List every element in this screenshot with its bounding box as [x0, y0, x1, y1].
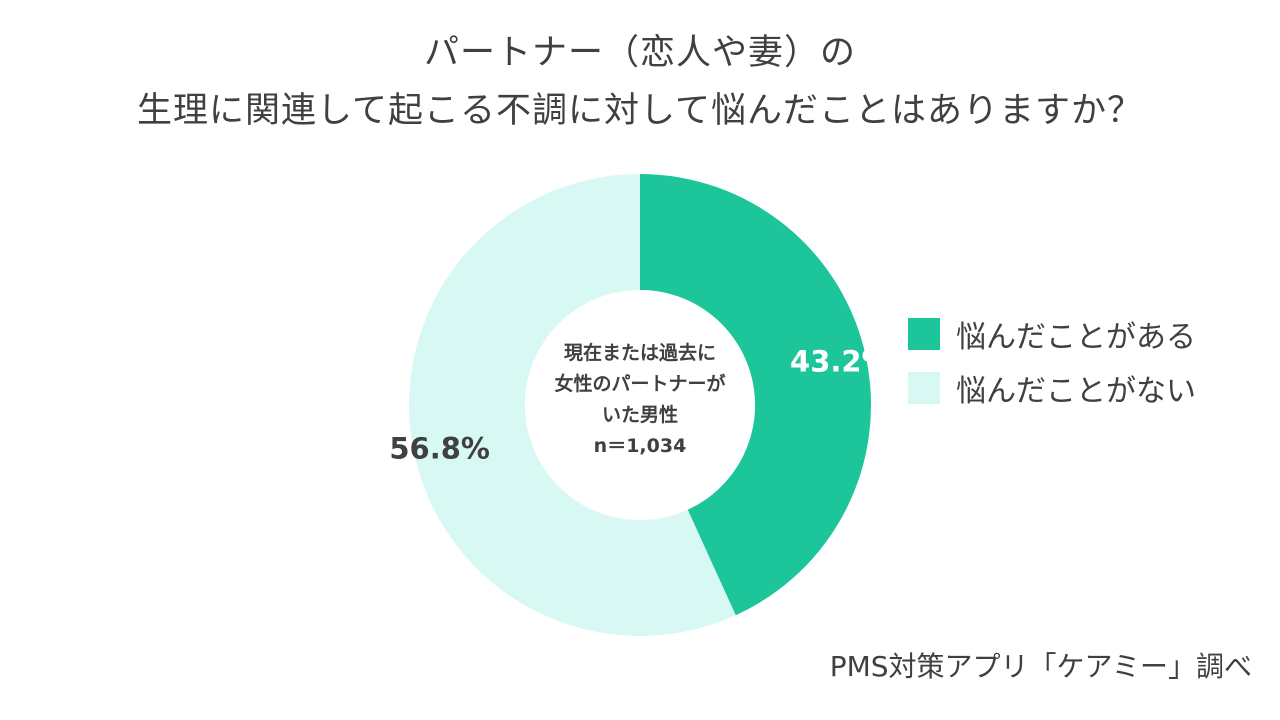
- legend-label-yes: 悩んだことがある: [956, 320, 1196, 355]
- data-label-no: 56.8%: [389, 431, 490, 465]
- data-label-yes: 43.2%: [790, 345, 891, 379]
- donut-slice-yes: [640, 174, 871, 616]
- center-label-line-3: いた男性: [601, 404, 678, 426]
- legend-swatch-yes: [908, 318, 940, 350]
- legend-item-no: 悩んだことがない: [908, 366, 1196, 410]
- legend-item-yes: 悩んだことがある: [908, 312, 1196, 356]
- donut-hole: [525, 290, 755, 520]
- legend-label-no: 悩んだことがない: [956, 374, 1196, 409]
- center-label-line-1: 現在または過去に: [563, 342, 716, 364]
- chart-title-line-1: パートナー（恋人や妻）の: [423, 33, 856, 73]
- source-note: PMS対策アプリ「ケアミー」調べ: [829, 650, 1252, 683]
- donut-slice-no: [409, 174, 736, 636]
- chart-legend: 悩んだことがある 悩んだことがない: [908, 312, 1196, 420]
- center-label-sample-size: n＝1,034: [593, 435, 687, 457]
- chart-title: パートナー（恋人や妻）の 生理に関連して起こる不調に対して悩んだことはありますか…: [0, 24, 1280, 140]
- chart-title-line-2: 生理に関連して起こる不調に対して悩んだことはありますか？: [137, 91, 1143, 131]
- donut-center-label: 現在または過去に 女性のパートナーが いた男性 n＝1,034: [520, 338, 760, 462]
- legend-swatch-no: [908, 372, 940, 404]
- center-label-line-2: 女性のパートナーが: [554, 373, 726, 395]
